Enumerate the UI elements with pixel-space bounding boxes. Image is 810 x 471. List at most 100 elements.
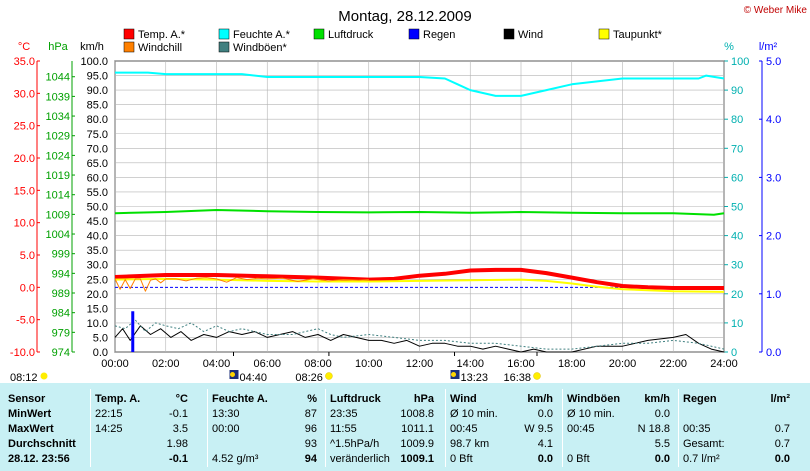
wind_kmh-tick-label: 55.0 [87, 187, 108, 199]
x-tick-label: 10:00 [355, 358, 383, 370]
pressure_hpa-tick-label: 1024 [46, 150, 70, 162]
weather-chart: Montag, 28.12.2009 © Weber Mike Temp. A.… [10, 5, 808, 383]
pressure_hpa-tick-label: 1014 [46, 190, 70, 202]
x-tick-label: 06:00 [253, 358, 281, 370]
temp-time: 14:25 [95, 423, 123, 435]
legend-label: Wind [518, 29, 543, 41]
temp-unit-label: °C [18, 41, 30, 53]
pressure-time: 11:55 [330, 423, 357, 435]
wind_kmh-tick-label: 90.0 [87, 85, 108, 97]
humidity-time: 00:00 [212, 423, 240, 435]
sunrise-time-label: 08:12 [10, 372, 38, 383]
pressure_hpa-tick-label: 989 [52, 288, 70, 300]
gust-value: N 18.8 [637, 423, 670, 435]
pressure_hpa-tick-label: 1034 [46, 111, 70, 123]
legend-swatch [123, 41, 135, 53]
wind_kmh-tick-label: 95.0 [87, 71, 108, 83]
pressure_hpa-tick-label: 1009 [46, 209, 70, 221]
pressure_hpa-tick-label: 979 [52, 327, 70, 339]
grid [114, 60, 725, 353]
legend-label: Luftdruck [328, 29, 374, 41]
temp_c-tick-label: 0.0 [20, 282, 35, 294]
x-tick-label: 02:00 [152, 358, 180, 370]
wind_kmh-tick-label: 15.0 [87, 303, 108, 315]
legend-swatch [313, 28, 325, 40]
humidity-value: 96 [304, 423, 317, 435]
humidity-tick-label: 30 [731, 260, 743, 272]
legend-label: Temp. A.* [138, 29, 186, 41]
legend-swatch [218, 41, 230, 53]
x-tick-label: 18:00 [558, 358, 586, 370]
gust-value: 0.0 [654, 453, 670, 465]
humidity-tick-label: 70 [731, 143, 743, 155]
rain-tick-label: 3.0 [766, 172, 781, 184]
temp-value: 1.98 [166, 438, 188, 450]
row-label: 28.12. 23:56 [8, 453, 70, 465]
event-time-label: 13:23 [461, 372, 489, 383]
header-rain-unit: l/m² [770, 393, 790, 405]
rain-bar [131, 311, 135, 352]
header-gust-unit: km/h [644, 393, 670, 405]
header-pressure: Luftdruck [330, 393, 381, 405]
wind-info: 00:45 [450, 423, 478, 435]
column-divider [207, 389, 208, 467]
wind-value: 4.1 [537, 438, 553, 450]
wind_kmh-tick-label: 50.0 [87, 202, 108, 214]
pressure_hpa-tick-label: 984 [52, 308, 70, 320]
temp_c-tick-label: 35.0 [14, 56, 35, 68]
pressure-time: ^1.5hPa/h [330, 438, 380, 450]
wind_kmh-tick-label: 40.0 [87, 231, 108, 243]
wind_kmh-tick-label: 75.0 [87, 129, 108, 141]
temp_c-tick-label: 25.0 [14, 121, 35, 133]
column-divider [445, 389, 446, 467]
wind_kmh-tick-label: 60.0 [87, 172, 108, 184]
rain-tick-label: 0.0 [766, 347, 781, 359]
rain-tick-label: 5.0 [766, 56, 781, 68]
pressure_hpa-tick-label: 1029 [46, 131, 70, 143]
humidity-tick-label: 80 [731, 114, 743, 126]
rain-value: 0.0 [774, 453, 790, 465]
header-pressure-unit: hPa [413, 393, 434, 405]
rain-value: 0.7 [774, 423, 790, 435]
humidity-tick-label: 20 [731, 289, 743, 301]
temp_c-tick-label: 30.0 [14, 88, 35, 100]
humidity-tick-label: 50 [731, 202, 743, 214]
pressure_hpa-tick-label: 1039 [46, 91, 70, 103]
axes: 35.0 30.0 25.0 20.0 15.0 10.0 5.0 0.0 -5.0 -10.0 1… [10, 56, 781, 370]
column-divider [678, 389, 679, 467]
temp_c-tick-label: 15.0 [14, 185, 35, 197]
humidity-time: 4.52 g/m³ [212, 453, 259, 465]
humidity-tick-label: 10 [731, 318, 743, 330]
sun-icon [325, 372, 333, 380]
column-divider [562, 389, 563, 467]
row-label: MinWert [8, 408, 52, 420]
temp_c-tick-label: 5.0 [20, 250, 35, 262]
row-label: MaxWert [8, 423, 54, 435]
moon-glyph [451, 372, 457, 377]
x-tick-label: 08:00 [304, 358, 332, 370]
series-line [114, 267, 724, 290]
temp_c-tick-label: 10.0 [14, 218, 35, 230]
series-line [114, 277, 725, 293]
series-line [114, 209, 725, 216]
pressure_hpa-tick-label: 999 [52, 249, 70, 261]
x-tick-label: 14:00 [456, 358, 484, 370]
header-rain: Regen [683, 393, 717, 405]
wind_kmh-tick-label: 5.0 [93, 332, 108, 344]
gust-info: Ø 10 min. [567, 408, 615, 420]
temp_c-tick-label: 20.0 [14, 153, 35, 165]
pressure-value: 1008.8 [400, 408, 434, 420]
wind_kmh-tick-label: 100.0 [80, 56, 108, 68]
wind-unit-label: km/h [80, 41, 104, 53]
gust-info: 0 Bft [567, 453, 590, 465]
humidity-tick-label: 0 [731, 347, 737, 359]
temp-value: -0.1 [169, 408, 188, 420]
gust-value: 5.5 [654, 438, 670, 450]
x-tick-label: 04:00 [203, 358, 231, 370]
wind_kmh-tick-label: 65.0 [87, 158, 108, 170]
pressure-time: 23:35 [330, 408, 358, 420]
column-divider [325, 389, 326, 467]
pressure_hpa-tick-label: 1004 [46, 229, 70, 241]
humidity-tick-label: 90 [731, 85, 743, 97]
wind_kmh-tick-label: 10.0 [87, 318, 108, 330]
